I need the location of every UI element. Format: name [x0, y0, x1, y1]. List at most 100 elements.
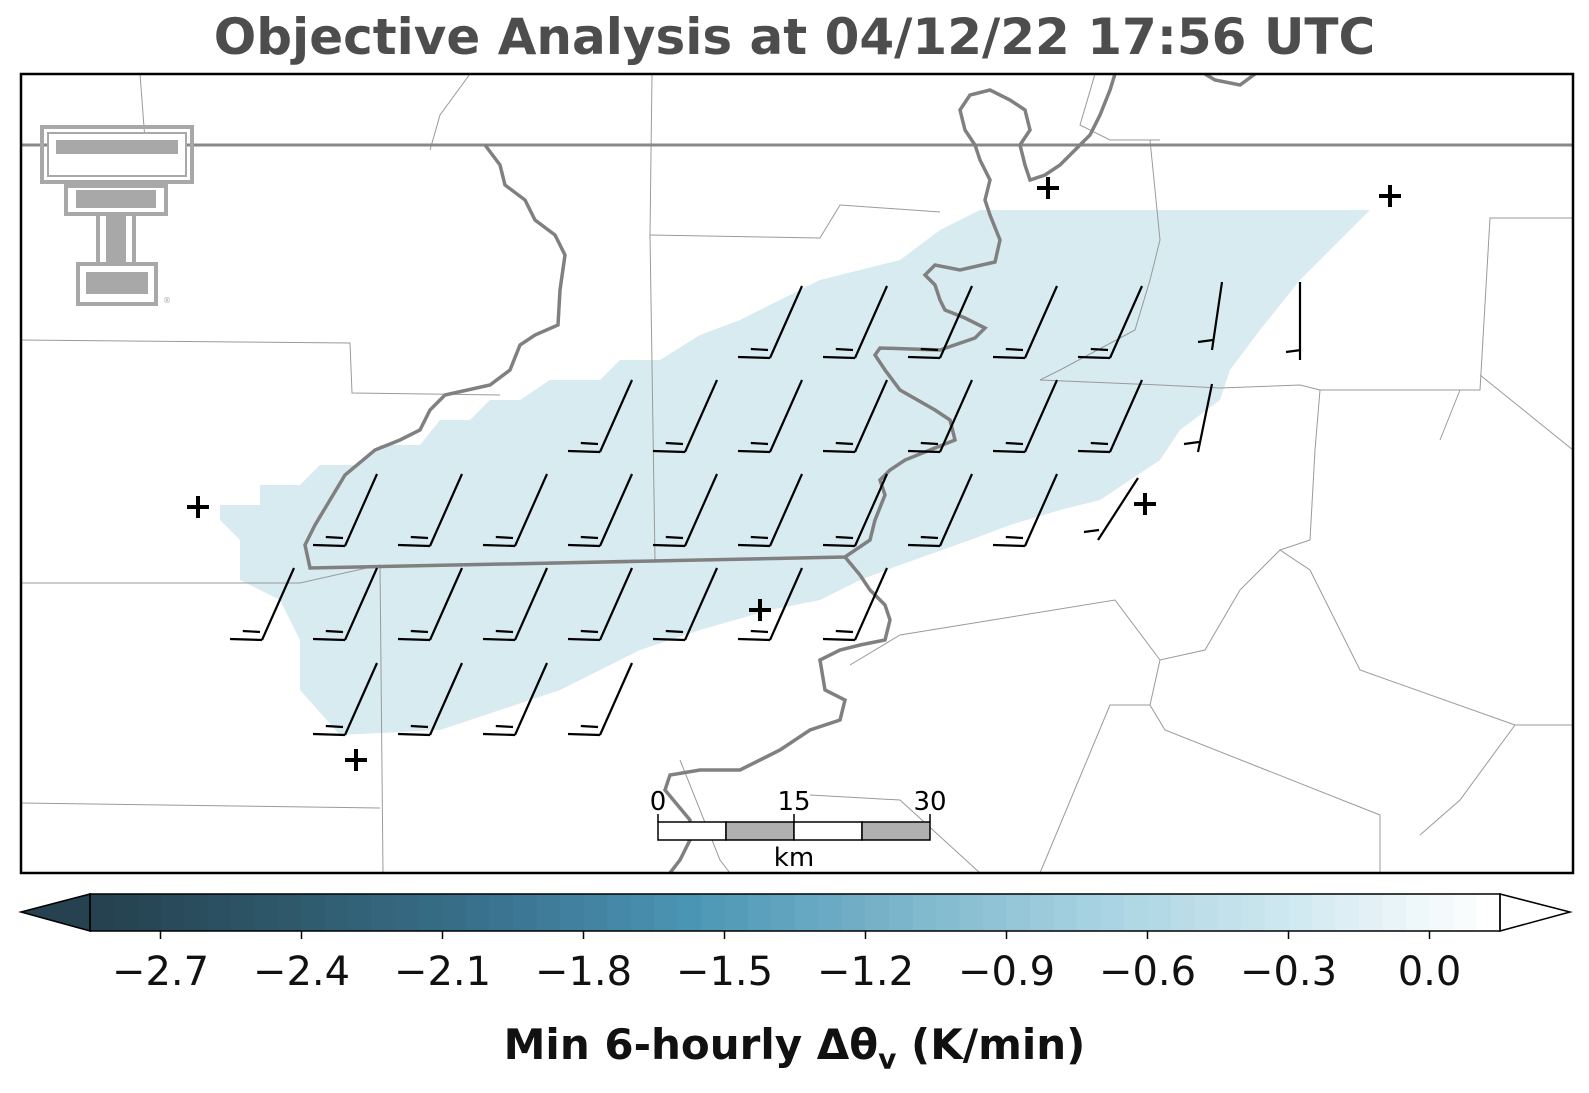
scale-tick-15: 15 [777, 787, 810, 817]
colorbar-tick-label: −2.4 [253, 949, 350, 995]
station-marker [1037, 177, 1059, 199]
wind-barb [992, 379, 1059, 454]
wind-barb [1197, 281, 1224, 351]
station-markers [187, 177, 1401, 771]
colorbar-cell [1429, 894, 1454, 931]
colorbar-cell [113, 894, 138, 931]
colorbar-cell [936, 894, 961, 931]
colorbar-cell [278, 894, 303, 931]
scale-tick-30: 30 [913, 787, 946, 817]
colorbar-tick-label: −0.9 [958, 949, 1055, 995]
svg-text:®: ® [163, 296, 171, 305]
colorbar-cell [1077, 894, 1102, 931]
river [303, 74, 1117, 570]
colorbar-cell [1006, 894, 1031, 931]
colorbar-cell [1312, 894, 1337, 931]
wind-barb [1183, 383, 1214, 453]
wind-barb [397, 567, 464, 642]
wind-barb [312, 567, 379, 642]
station-marker [749, 599, 771, 621]
colorbar-cell [1476, 894, 1501, 931]
wind-barb [567, 567, 634, 642]
double-t-logo-icon: ® [40, 125, 194, 306]
map-panel: ® 0 15 30 km [21, 74, 1573, 873]
colorbar-cell [419, 894, 444, 931]
colorbar-cell [889, 894, 914, 931]
colorbar-tick-label: −2.1 [394, 949, 491, 995]
wind-barb [737, 285, 804, 360]
colorbar-cell [466, 894, 491, 931]
colorbar-cell [184, 894, 209, 931]
colorbar-label-main: Min 6-hourly Δθ [503, 1020, 879, 1069]
wind-barb [229, 567, 296, 642]
wind-barb [737, 473, 804, 548]
colorbar-cell [865, 894, 890, 931]
colorbar-label-unit: (K/min) [896, 1020, 1086, 1069]
wind-barb [482, 662, 549, 737]
colorbar-cell [395, 894, 420, 931]
wind-barb [907, 379, 974, 454]
colorbar-cell [1194, 894, 1219, 931]
colorbar-cell [1382, 894, 1407, 931]
colorbar-cell [1265, 894, 1290, 931]
colorbar-cell [654, 894, 679, 931]
station-marker [1379, 185, 1401, 207]
colorbar-cell [1453, 894, 1478, 931]
colorbar-cell [137, 894, 162, 931]
map-frame [19, 72, 1575, 875]
colorbar-cell [1241, 894, 1266, 931]
colorbar-cell [959, 894, 984, 931]
colorbar-cell [560, 894, 585, 931]
colorbar-tick-label: −1.8 [535, 949, 632, 995]
colorbar-cell [513, 894, 538, 931]
colorbar-label: Min 6-hourly Δθv (K/min) [0, 1020, 1589, 1075]
colorbar-cell [1406, 894, 1431, 931]
colorbar-cell [489, 894, 514, 931]
wind-barb [737, 567, 804, 642]
wind-barb [907, 285, 974, 360]
wind-barb [822, 285, 889, 360]
colorbar-cell [724, 894, 749, 931]
wind-barb [822, 567, 889, 642]
colorbar-cell [842, 894, 867, 931]
wind-barb [652, 473, 719, 548]
colorbar-tick-label: −0.6 [1099, 949, 1196, 995]
colorbar-cell [348, 894, 373, 931]
colorbar-cell [677, 894, 702, 931]
colorbar-cell [372, 894, 397, 931]
colorbar-cell [90, 894, 115, 931]
colorbar-cell [795, 894, 820, 931]
wind-barb [1077, 285, 1144, 360]
colorbar-tick-label: −0.3 [1240, 949, 1337, 995]
colorbar-cell [231, 894, 256, 931]
colorbar-cell [1053, 894, 1078, 931]
scale-tick-0: 0 [650, 787, 667, 817]
colorbar-tick-label: −1.5 [676, 949, 773, 995]
wind-barb [567, 473, 634, 548]
county-boundaries [21, 74, 1573, 873]
colorbar-cell [254, 894, 279, 931]
station-marker [345, 749, 367, 771]
wind-barb [652, 567, 719, 642]
wind-barb [1285, 282, 1302, 360]
wind-barb [992, 473, 1059, 548]
wind-barb [907, 473, 974, 548]
wind-barb [312, 662, 379, 737]
station-marker [1134, 493, 1156, 515]
wind-barb [567, 379, 634, 454]
colorbar-cell [1359, 894, 1384, 931]
colorbar-cell [1218, 894, 1243, 931]
colorbar-cell [325, 894, 350, 931]
colorbar-cell [1124, 894, 1149, 931]
river-branch [663, 555, 892, 873]
colorbar-cell [912, 894, 937, 931]
wind-barb [652, 379, 719, 454]
colorbar-cell [301, 894, 326, 931]
wind-barb [737, 379, 804, 454]
wind-barb [482, 473, 549, 548]
colorbar-cell [1030, 894, 1055, 931]
colorbar-cell [1171, 894, 1196, 931]
colorbar-label-sub: v [878, 1042, 897, 1076]
scale-bar: 0 15 30 km [650, 787, 947, 873]
